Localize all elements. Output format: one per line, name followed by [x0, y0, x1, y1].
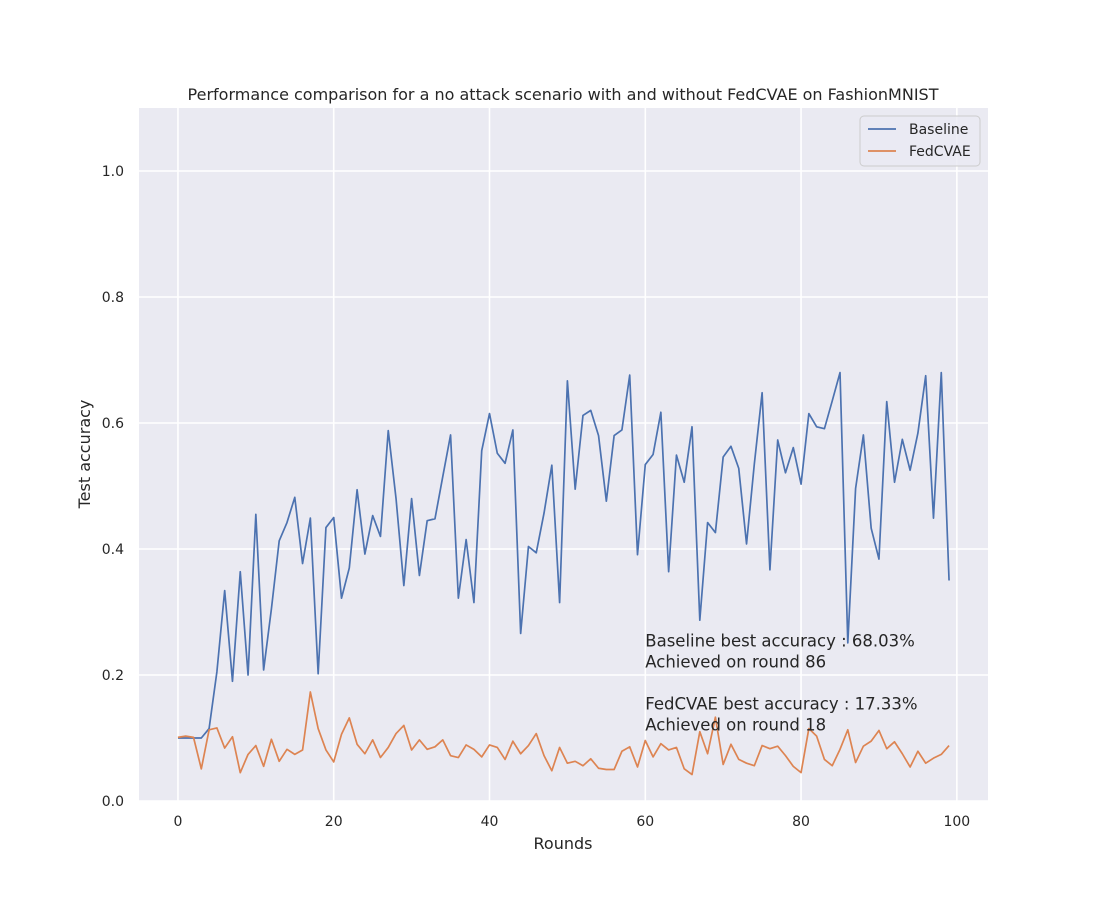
- grid: [139, 108, 988, 802]
- annotation-1-line-2: Achieved on round 86: [645, 653, 826, 672]
- series-line-baseline: [177, 371, 950, 739]
- y-tick-label: 1.0: [102, 164, 124, 180]
- x-tick-label: 100: [943, 814, 970, 830]
- y-tick-label: 0.6: [102, 416, 124, 432]
- y-tick-label: 0.4: [102, 542, 124, 558]
- annotation-2-line-1: FedCVAE best accuracy : 17.33%: [645, 695, 917, 714]
- chart-title: Performance comparison for a no attack s…: [188, 85, 939, 104]
- annotation-2-line-2: Achieved on round 18: [645, 716, 826, 735]
- x-tick-label: 0: [173, 814, 182, 830]
- x-axis-ticks: 0 20 40 60 80 100: [173, 814, 970, 830]
- annotation-1-line-1: Baseline best accuracy : 68.03%: [645, 632, 915, 651]
- annotations: Baseline best accuracy : 68.03% Achieved …: [645, 632, 917, 735]
- x-tick-label: 20: [325, 814, 343, 830]
- x-tick-label: 80: [792, 814, 810, 830]
- x-tick-label: 40: [481, 814, 499, 830]
- x-tick-label: 60: [636, 814, 654, 830]
- legend: Baseline FedCVAE: [859, 115, 981, 167]
- y-tick-label: 0.2: [102, 668, 124, 684]
- legend-label-baseline: Baseline: [909, 122, 968, 138]
- y-axis-label: Test accuracy: [75, 400, 94, 510]
- plot-background: [139, 108, 988, 801]
- y-axis-ticks: 0.0 0.2 0.4 0.6 0.8 1.0: [102, 164, 124, 810]
- legend-label-fedcvae: FedCVAE: [909, 144, 971, 160]
- x-axis-label: Rounds: [534, 834, 593, 853]
- y-tick-label: 0.8: [102, 290, 124, 306]
- series-lines: [177, 371, 950, 776]
- y-tick-label: 0.0: [102, 794, 124, 810]
- series-line-fedcvae: [177, 691, 950, 776]
